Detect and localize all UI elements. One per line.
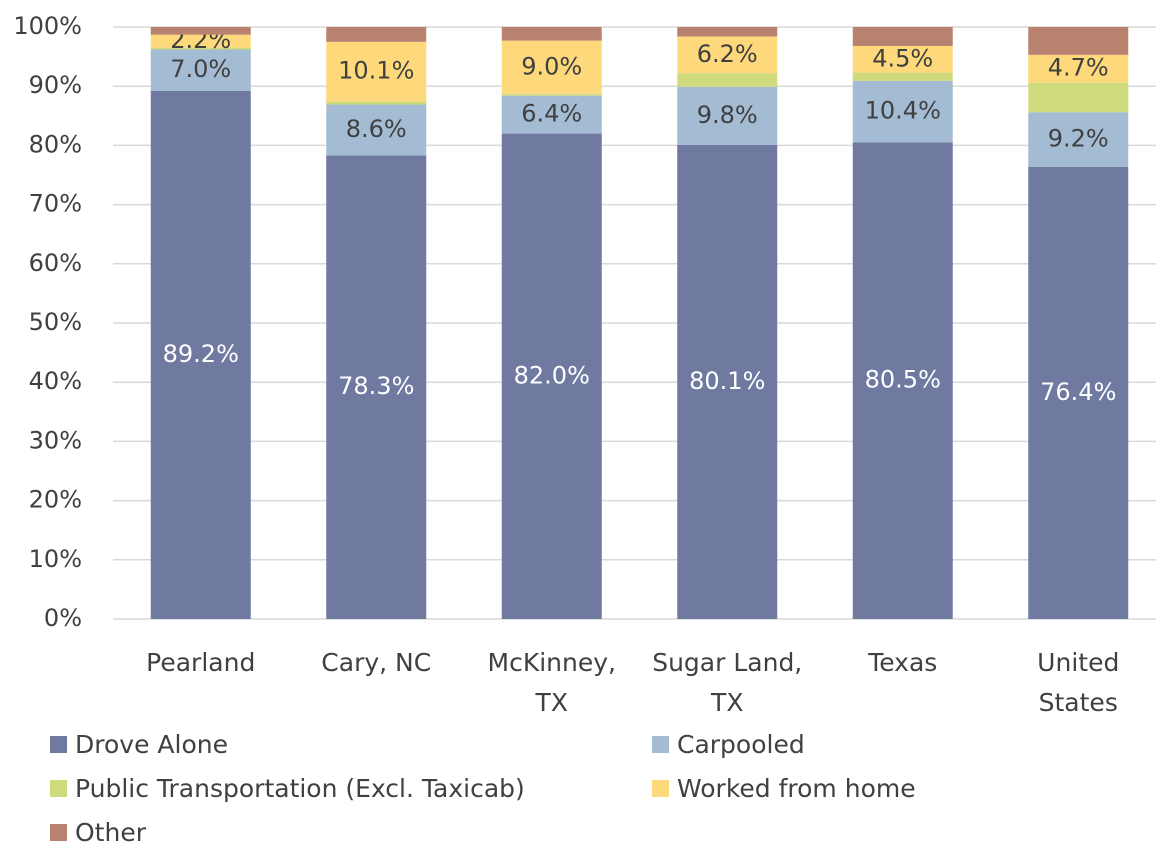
bar-segment: [326, 104, 427, 156]
legend-item: Drove Alone: [50, 730, 228, 760]
legend-swatch: [652, 780, 669, 797]
bar-segment: [150, 90, 251, 620]
data-label: 89.2%: [163, 340, 239, 368]
data-label: 6.2%: [697, 40, 758, 68]
x-tick-label: McKinney, TX: [487, 648, 616, 717]
y-tick-label: 50%: [29, 308, 82, 336]
data-label: 76.4%: [1040, 378, 1116, 406]
data-label: 4.5%: [872, 44, 933, 72]
bar-segment: [501, 93, 602, 96]
y-tick-label: 90%: [29, 71, 82, 99]
bar-segment: [501, 27, 602, 41]
bar-segment: [677, 86, 778, 145]
bar-segment: [326, 27, 427, 42]
legend-label: Drove Alone: [75, 730, 228, 759]
data-label: 8.6%: [346, 115, 407, 143]
legend-item: Carpooled: [652, 730, 805, 760]
bar-segment: [501, 40, 602, 94]
bar-segment: [326, 41, 427, 102]
x-tick-label: Pearland: [146, 648, 256, 677]
bar-segment: [852, 27, 953, 46]
bar-segment: [501, 95, 602, 134]
bar-segment: [326, 155, 427, 620]
bar-segment: [1028, 112, 1129, 167]
bar-segment: [852, 80, 953, 143]
legend-item: Worked from home: [652, 774, 916, 804]
legend-item: Public Transportation (Excl. Taxicab): [50, 774, 525, 804]
x-tick-label: Texas: [868, 648, 938, 677]
bar-segment: [852, 142, 953, 619]
y-tick-label: 0%: [44, 604, 82, 632]
legend-label: Public Transportation (Excl. Taxicab): [75, 774, 525, 803]
x-tick-label: United States: [1037, 648, 1120, 717]
data-label: 78.3%: [338, 372, 414, 400]
bar-segment: [150, 47, 251, 50]
data-label: 7.0%: [170, 55, 231, 83]
data-label: 10.1%: [338, 57, 414, 85]
legend-swatch: [652, 736, 669, 753]
legend-label: Worked from home: [677, 774, 916, 803]
bar-segment: [677, 27, 778, 37]
y-tick-label: 30%: [29, 426, 82, 454]
bar-segment: [1028, 166, 1129, 619]
y-tick-label: 70%: [29, 190, 82, 218]
legend-swatch: [50, 780, 67, 797]
x-tick-label: Sugar Land, TX: [652, 648, 803, 717]
bar-segment: [677, 36, 778, 74]
legend-label: Other: [75, 818, 146, 847]
data-label: 9.2%: [1048, 124, 1109, 152]
data-label: 9.8%: [697, 101, 758, 129]
bar-segment: [852, 45, 953, 73]
data-label: 80.5%: [865, 366, 941, 394]
y-tick-label: 80%: [29, 130, 82, 158]
data-label: 82.0%: [514, 361, 590, 389]
legend-swatch: [50, 824, 67, 841]
x-tick-label: Cary, NC: [321, 648, 432, 677]
y-tick-label: 100%: [13, 12, 82, 40]
y-tick-label: 20%: [29, 486, 82, 514]
bar-segment: [677, 73, 778, 87]
legend-swatch: [50, 736, 67, 753]
bar-segment: [150, 34, 251, 48]
data-label: 9.0%: [521, 52, 582, 80]
y-tick-label: 40%: [29, 367, 82, 395]
data-label: 6.4%: [521, 100, 582, 128]
bar-segment: [150, 27, 251, 35]
y-tick-label: 60%: [29, 249, 82, 277]
legend-label: Carpooled: [677, 730, 805, 759]
legend-item: Other: [50, 818, 146, 848]
bar-segment: [1028, 54, 1129, 83]
bar-segment: [150, 49, 251, 91]
data-label: 4.7%: [1048, 54, 1109, 82]
data-label: 80.1%: [689, 367, 765, 395]
bar-segment: [852, 72, 953, 81]
data-label: 10.4%: [865, 97, 941, 125]
bar-segment: [1028, 82, 1129, 113]
bar-segment: [501, 133, 602, 619]
y-tick-label: 10%: [29, 545, 82, 573]
bar-segment: [326, 101, 427, 105]
bar-segment: [677, 144, 778, 620]
bar-segment: [1028, 27, 1129, 55]
